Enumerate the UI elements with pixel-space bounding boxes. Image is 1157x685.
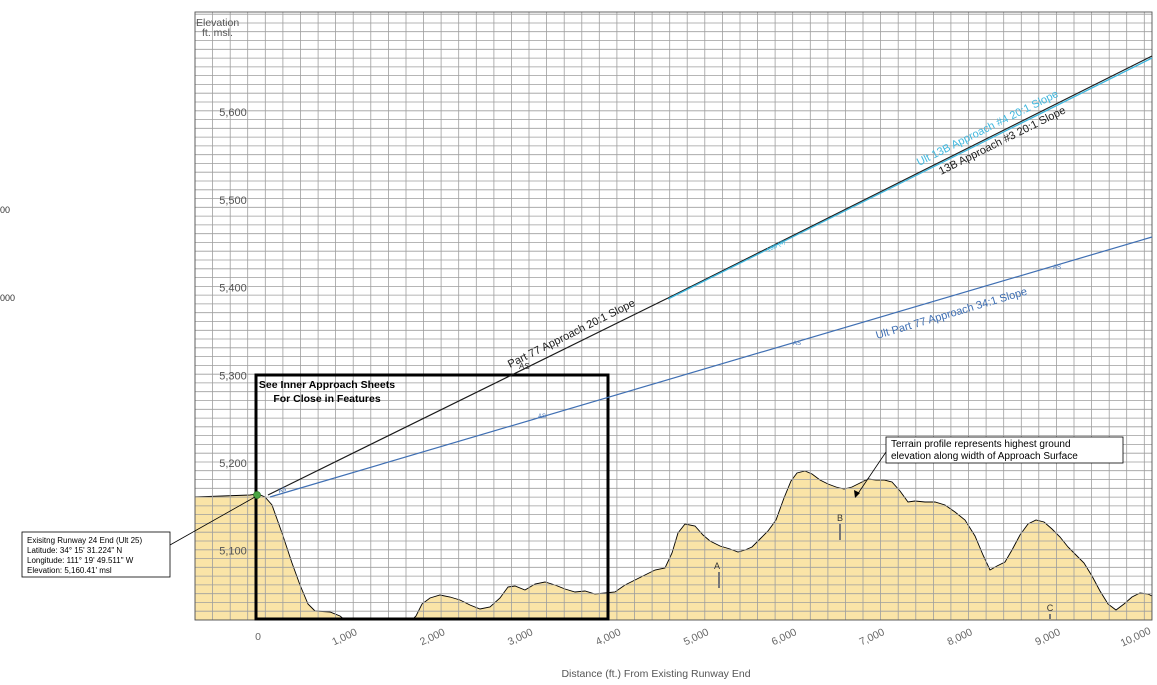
y-tick-label: 5,100 (219, 546, 247, 558)
chart-frame (194, 11, 1153, 621)
obstruction-b-label: B (837, 513, 843, 523)
offpage-fragment-1: 00 (0, 205, 10, 215)
x-tick-label: 6,000 (770, 626, 799, 648)
terrain-note-arrowhead (854, 490, 860, 498)
as-marker: AS (538, 414, 546, 420)
obstruction-a: A (714, 561, 720, 588)
obstruction-c-label: C (1047, 603, 1054, 613)
inner-box-label-2: For Close in Features (273, 393, 381, 405)
b13-marker: 13B (4) (766, 239, 786, 253)
x-tick-label: 8,000 (945, 626, 974, 648)
y-axis-ticks: 5,600 5,500 5,400 5,300 5,200 5,100 (219, 107, 247, 558)
ult-part77-slope-label: Ult Part 77 Approach 34:1 Slope (874, 286, 1028, 342)
runway-callout-box (21, 531, 171, 578)
terrain-note-line2: elevation along width of Approach Surfac… (891, 451, 1078, 462)
as-marker: AS (278, 487, 287, 495)
obstruction-c: C (1047, 603, 1054, 619)
x-tick-label: 4,000 (594, 626, 623, 648)
x-tick-label: 9,000 (1033, 626, 1062, 648)
chart-grid (194, 11, 1153, 621)
terrain-note-arrow (856, 451, 887, 496)
y-tick-label: 5,500 (219, 195, 247, 207)
as-marker: AS (1053, 265, 1061, 271)
y-tick-label: 5,300 (219, 370, 247, 382)
runway-end-marker (253, 491, 261, 499)
x-axis-title: Distance (ft.) From Existing Runway End (561, 668, 750, 680)
x-axis-ticks: 0 1,000 2,000 3,000 4,000 5,000 6,000 7,000 8,00… (255, 625, 1153, 650)
terrain-profile (195, 470, 1152, 620)
y-tick-label: 5,200 (219, 458, 247, 470)
x-tick-label: 3,000 (506, 626, 535, 648)
x-tick-label: 1,000 (330, 626, 359, 648)
as-marker: AS (793, 341, 801, 347)
y-tick-label: 5,400 (219, 283, 247, 295)
x-tick-label: 2,000 (418, 626, 447, 648)
ult-13b-4-line (667, 57, 1153, 300)
x-tick-label: 0 (255, 631, 261, 643)
part77-slope-label: Part 77 Approach 20:1 Slope (506, 297, 637, 371)
part77-20-1-line (267, 297, 669, 496)
obstruction-b: B (837, 513, 843, 540)
runway-callout-leader (169, 496, 256, 546)
approach-13b-3-line (667, 55, 1153, 299)
runway-callout-line1: Exisitng Runway 24 End (Ult 25) (27, 536, 143, 545)
terrain-note-line1: Terrain profile represents highest groun… (891, 439, 1071, 450)
runway-callout-line4: Elevation: 5,160.41' msl (27, 566, 112, 575)
x-tick-label: 10,000 (1119, 625, 1153, 650)
as-marker: AS (519, 362, 530, 371)
obstruction-a-label: A (714, 561, 720, 571)
ult-part77-34-1-line (269, 236, 1153, 498)
y-axis-title-line1: Elevation (196, 17, 239, 29)
x-tick-label: 7,000 (858, 626, 887, 648)
inner-box-label-1: See Inner Approach Sheets (259, 379, 395, 391)
offpage-fragment-2: 000 (0, 293, 15, 303)
runway-callout-line3: Longitude: 111° 19' 49.511" W (27, 556, 134, 565)
runway-callout-line2: Latitude: 34° 15' 31.224" N (27, 546, 122, 555)
terrain-note-box (885, 436, 1124, 464)
x-tick-label: 5,000 (682, 626, 711, 648)
y-axis-title-line2: ft. msl. (202, 27, 233, 39)
y-tick-label: 5,600 (219, 107, 247, 119)
